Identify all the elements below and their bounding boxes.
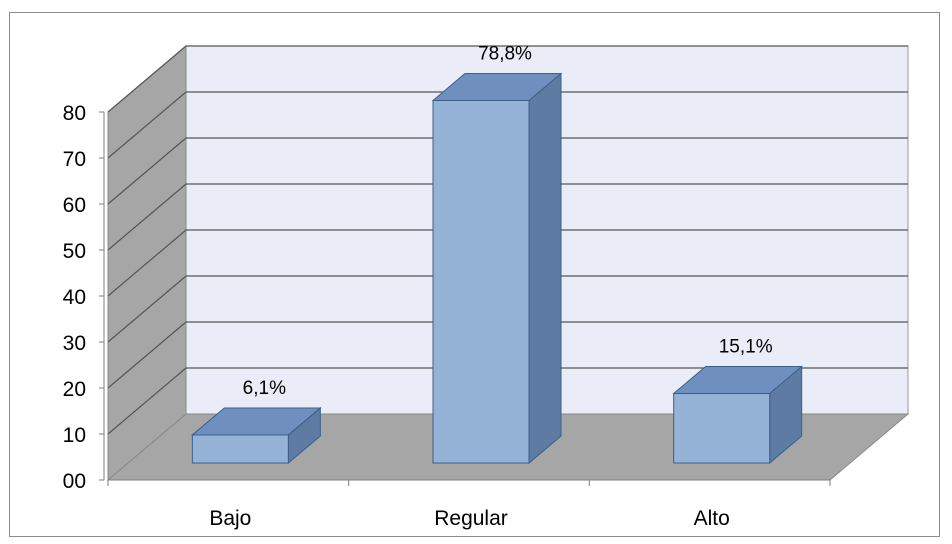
gridline xyxy=(107,137,908,205)
y-tick-label: 10 xyxy=(63,424,86,447)
y-tick-label: 00 xyxy=(63,470,86,493)
y-tick-label: 60 xyxy=(63,194,86,217)
y-tick-label: 20 xyxy=(63,378,86,401)
gridline xyxy=(107,367,908,435)
gridline xyxy=(107,183,908,251)
x-tick-label: Alto xyxy=(694,507,730,530)
bar xyxy=(191,434,289,464)
gridline xyxy=(107,91,908,159)
x-tick-label: Regular xyxy=(434,507,508,530)
gridline xyxy=(107,45,908,113)
y-tick-label: 40 xyxy=(63,286,86,309)
data-label: 6,1% xyxy=(243,378,286,399)
bar-side xyxy=(528,72,562,465)
y-tick-label: 50 xyxy=(63,240,86,263)
gridline xyxy=(107,321,908,389)
gridline xyxy=(107,229,908,297)
bar xyxy=(432,100,530,464)
data-label: 15,1% xyxy=(719,337,773,358)
bar xyxy=(673,393,771,464)
y-tick-label: 70 xyxy=(63,148,86,171)
x-tick-label: Bajo xyxy=(209,507,251,530)
y-tick-label: 30 xyxy=(63,332,86,355)
y-tick-label: 80 xyxy=(63,102,86,125)
data-label: 78,8% xyxy=(478,44,532,65)
gridline xyxy=(107,275,908,343)
